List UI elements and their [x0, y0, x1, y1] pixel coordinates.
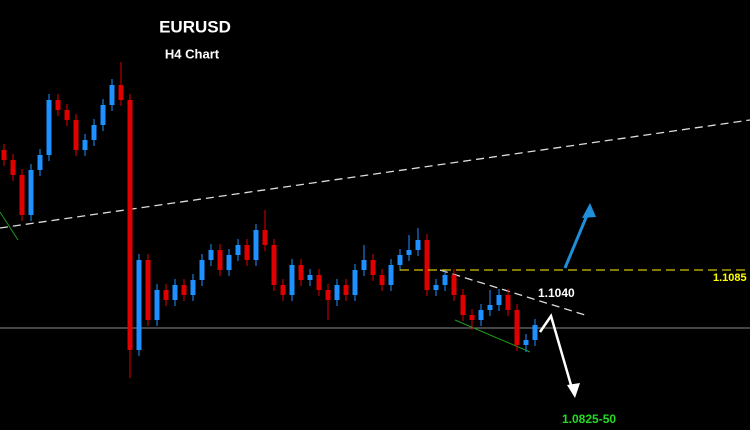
candle-body	[388, 265, 394, 285]
candle-body	[100, 105, 106, 125]
candle-body	[217, 250, 223, 270]
candle-body	[532, 325, 538, 340]
candle-body	[514, 310, 520, 345]
candle-body	[334, 285, 340, 300]
candle-body	[415, 240, 421, 250]
candle-body	[505, 295, 511, 310]
resistance-label: 1.1085	[713, 272, 747, 284]
candle-body	[190, 280, 196, 295]
candle-body	[262, 230, 268, 245]
candle-body	[370, 260, 376, 275]
candles	[1, 62, 538, 378]
trendline	[0, 211, 19, 241]
candle-body	[244, 245, 250, 260]
candle-body	[343, 285, 349, 295]
candle-body	[19, 175, 25, 215]
candle-body	[136, 260, 142, 350]
candle-body	[37, 155, 43, 170]
candle-body	[361, 260, 367, 270]
candle-body	[496, 295, 502, 305]
candle-body	[406, 250, 412, 255]
candle-body	[64, 110, 70, 120]
candle-body	[127, 100, 133, 350]
candle-body	[379, 275, 385, 285]
candle-body	[208, 250, 214, 260]
candle-body	[28, 170, 34, 215]
candle-body	[271, 245, 277, 285]
candle-body	[289, 265, 295, 295]
candle-body	[523, 340, 529, 345]
candle-body	[433, 285, 439, 290]
arrow-head	[582, 203, 596, 218]
candle-body	[235, 245, 241, 255]
candle-body	[226, 255, 232, 270]
arrow-head	[567, 383, 580, 398]
candle-body	[154, 290, 160, 320]
candle-body	[10, 160, 16, 175]
candle-body	[478, 310, 484, 320]
candle-body	[298, 265, 304, 280]
candle-body	[280, 285, 286, 295]
candle-body	[424, 240, 430, 290]
candle-body	[109, 85, 115, 105]
candle-body	[442, 275, 448, 285]
candle-body	[253, 230, 259, 260]
candle-body	[172, 285, 178, 300]
chart-title: EURUSD	[159, 17, 231, 36]
candle-body	[82, 140, 88, 150]
candle-body	[397, 255, 403, 265]
candle-body	[1, 150, 7, 160]
candle-body	[199, 260, 205, 280]
candle-body	[469, 315, 475, 320]
candle-body	[145, 260, 151, 320]
candle-body	[55, 100, 61, 110]
candle-body	[487, 305, 493, 310]
candle-body	[352, 270, 358, 295]
target-label: 1.0825-50	[562, 412, 616, 426]
candle-body	[307, 275, 313, 280]
candle-body	[118, 85, 124, 100]
candle-body	[316, 275, 322, 290]
candle-body	[460, 295, 466, 315]
trendline	[0, 119, 750, 229]
arrow-down	[538, 313, 575, 393]
candle-body	[163, 290, 169, 300]
arrow-up	[563, 207, 592, 269]
chart-subtitle: H4 Chart	[165, 46, 220, 61]
candle-body	[451, 275, 457, 295]
candle-body	[181, 285, 187, 295]
candle-body	[91, 125, 97, 140]
candle-body	[46, 100, 52, 155]
candle-body	[73, 120, 79, 150]
trendline-label: 1.1040	[538, 286, 575, 300]
candle-body	[325, 290, 331, 300]
